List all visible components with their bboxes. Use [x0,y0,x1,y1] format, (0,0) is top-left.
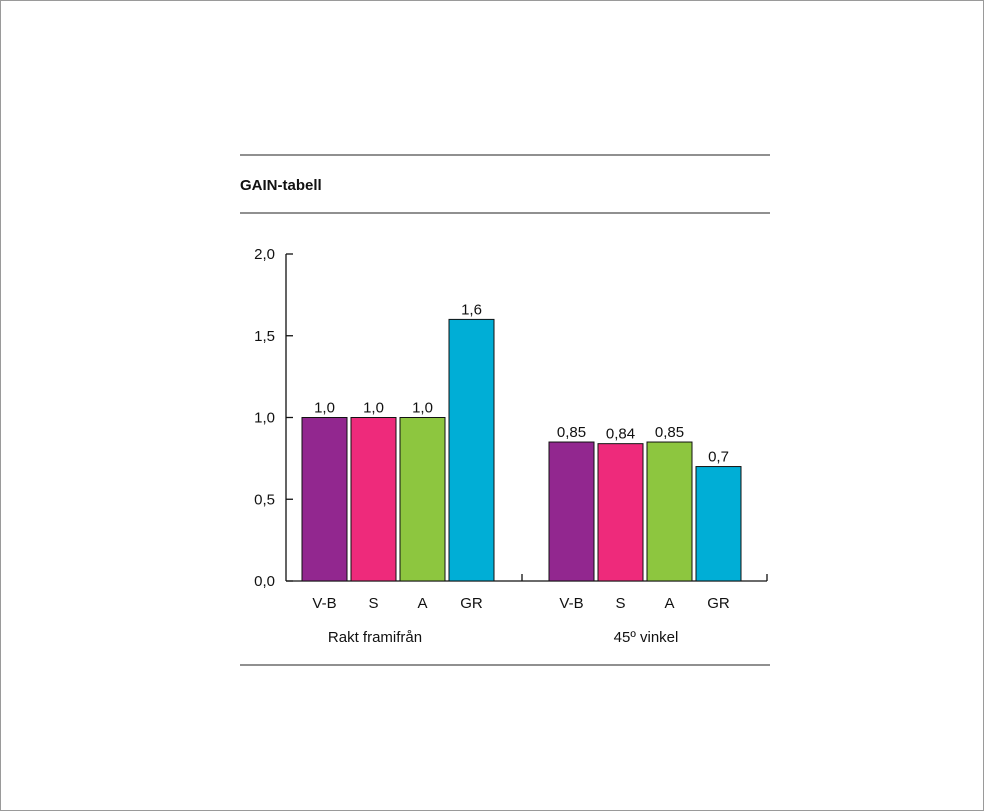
category-label: S [368,595,378,612]
category-label: S [615,595,625,612]
bar-0-2 [399,417,446,582]
y-tick-label: 0,0 [254,573,275,590]
category-label: A [664,595,674,612]
bar-value-label: 0,7 [708,449,729,466]
y-tick-label: 1,5 [254,328,275,345]
category-label: V-B [312,595,336,612]
y-tick-label: 1,0 [254,410,275,427]
bars [301,318,742,582]
bar-0-3 [448,318,495,582]
bar-value-label: 0,85 [557,424,586,441]
category-label: V-B [559,595,583,612]
bar-value-label: 0,84 [606,426,635,443]
chart-title: GAIN-tabell [240,177,322,194]
bar-value-label: 1,0 [363,400,384,417]
group-label: 45º vinkel [614,629,679,646]
group-label: Rakt framifrån [328,629,422,646]
bar-value-label: 1,0 [314,400,335,417]
bar-value-label: 1,0 [412,400,433,417]
y-tick-label: 2,0 [254,246,275,263]
category-label: GR [707,595,730,612]
bar-1-2 [646,441,693,582]
bar-1-3 [695,466,742,582]
bar-1-0 [548,441,595,582]
bar-1-1 [597,443,644,582]
category-label: GR [460,595,483,612]
category-label: A [417,595,427,612]
bar-0-0 [301,417,348,582]
bar-0-1 [350,417,397,582]
bar-value-label: 1,6 [461,301,482,318]
labels: 1,0 V-B 1,0 S 1,0 A 1,6 GR Rakt framifrån 0,85 V-B… [312,301,730,646]
y-tick-label: 0,5 [254,491,275,508]
bar-value-label: 0,85 [655,424,684,441]
